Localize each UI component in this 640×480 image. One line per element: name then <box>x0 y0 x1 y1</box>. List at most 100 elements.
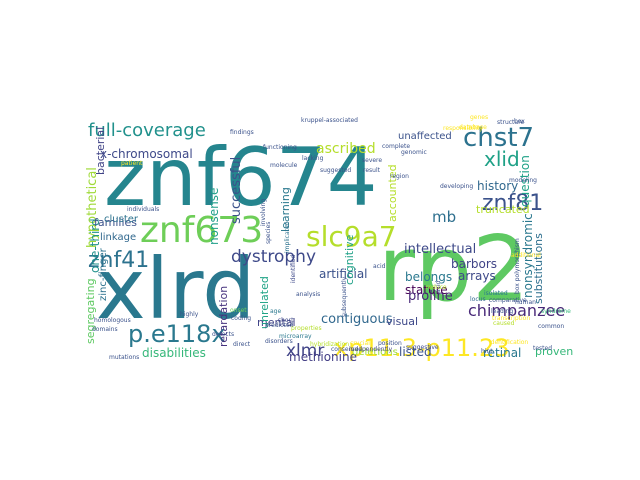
word-cloud-word: substitutions <box>532 233 545 304</box>
word-cloud-word: suggestive <box>406 344 439 351</box>
word-cloud-word: region <box>390 173 409 180</box>
word-cloud-word: molecule <box>270 162 298 169</box>
word-cloud-word: barbors <box>451 257 497 271</box>
word-cloud-word: znf41 <box>88 248 149 273</box>
word-cloud-word: p.e118x <box>128 320 226 348</box>
word-cloud-word: suggested <box>320 167 351 174</box>
word-cloud-word: domains <box>92 326 118 333</box>
word-cloud-word: mental <box>257 316 296 329</box>
word-cloud-word: transcription <box>492 315 530 322</box>
word-cloud-word: predicted <box>265 322 294 329</box>
word-cloud-word: successful <box>229 157 244 224</box>
word-cloud-word: slc9a7 <box>306 220 397 253</box>
word-cloud-word: crucial <box>350 340 370 347</box>
word-cloud-word: properties <box>291 325 322 332</box>
word-cloud-word: reduce <box>426 284 447 291</box>
word-cloud-word: highly <box>180 311 199 318</box>
word-cloud-word: hypothetical <box>85 167 100 248</box>
word-cloud-word: one-third <box>88 218 102 273</box>
word-cloud-word: retardation <box>217 286 230 347</box>
word-cloud-word: artificial <box>319 267 368 281</box>
word-cloud-word: question <box>518 155 532 207</box>
word-cloud-word: findings <box>230 129 254 136</box>
word-cloud-word: rp2 <box>378 217 529 322</box>
word-cloud-word: complete <box>382 143 410 150</box>
word-cloud-word: unaffected <box>398 131 452 142</box>
word-cloud-word: ascribed <box>316 141 376 157</box>
word-cloud-word: isolated <box>484 290 508 297</box>
word-cloud-word: patient <box>121 160 143 167</box>
word-cloud-word: result <box>363 167 381 174</box>
word-cloud-word: short <box>278 317 294 324</box>
word-cloud-word: contiguous <box>321 312 393 327</box>
word-cloud-word: xp11.3-p11.23 <box>334 334 509 362</box>
word-cloud-word: learning <box>279 187 292 232</box>
word-cloud-word: cluster <box>104 214 139 225</box>
word-cloud-word: age <box>270 308 281 315</box>
word-cloud-word: hint <box>481 348 493 355</box>
word-cloud-word: disorders <box>265 338 293 345</box>
word-cloud-word: syndrome <box>541 308 571 315</box>
word-cloud-word: nonsense <box>207 188 221 245</box>
word-cloud-word: belongs <box>405 270 452 284</box>
word-cloud-word: retinal <box>483 346 521 360</box>
word-cloud-word: locus <box>470 296 486 303</box>
word-cloud-background <box>82 118 560 363</box>
word-cloud-word: database <box>459 124 487 131</box>
word-cloud-word: hybridization <box>310 341 349 348</box>
word-cloud-word: responsibility <box>443 125 483 132</box>
word-cloud-word: linkage <box>100 232 136 243</box>
word-cloud-word: acid <box>373 263 386 270</box>
word-cloud-word: unrelated <box>258 276 271 329</box>
word-cloud-word: znf674 <box>104 131 378 224</box>
word-cloud-word: microarray <box>279 333 312 340</box>
word-cloud-word: chst7 <box>463 123 534 153</box>
word-cloud-word: accounted <box>386 164 399 222</box>
word-cloud-word: nonsyndromic <box>521 213 535 298</box>
word-cloud-word: subsequently <box>341 276 348 317</box>
word-cloud-word: znf81 <box>482 191 543 216</box>
word-cloud-word: species <box>265 222 272 244</box>
word-cloud-word: onset <box>230 307 247 314</box>
word-cloud-word: deletions <box>352 347 398 358</box>
word-cloud-word: human <box>515 299 536 306</box>
word-cloud-word: xlid <box>484 147 520 171</box>
word-cloud-word: segregating <box>84 278 97 344</box>
word-cloud-word: truncated <box>476 203 530 216</box>
word-cloud-word: xlmr <box>286 341 324 361</box>
word-cloud-word: disabilities <box>142 346 206 360</box>
word-cloud-word: individuals <box>127 206 159 213</box>
word-cloud-word: znf673 <box>140 210 263 251</box>
word-cloud-word: defects <box>212 331 234 338</box>
word-cloud-word: kruppel-associated <box>301 117 358 124</box>
word-cloud-word: position <box>378 340 402 347</box>
word-cloud-word: intellectual <box>404 242 476 257</box>
word-cloud-word: zinc-finger <box>98 247 109 301</box>
word-cloud-word: implicated <box>284 221 291 253</box>
word-cloud-word: chimpanzee <box>468 301 565 320</box>
word-cloud-word: acid <box>435 280 442 293</box>
word-cloud-word: cognitive <box>343 234 356 285</box>
word-cloud-word: families <box>94 216 137 229</box>
word-cloud-word: box polymorphism <box>514 238 521 294</box>
word-cloud-word: identified <box>290 255 297 283</box>
word-cloud-word: severe <box>362 157 382 164</box>
word-cloud-word: structure <box>497 119 525 126</box>
word-cloud-word: leading <box>491 308 513 315</box>
word-cloud-word: stature <box>405 283 448 297</box>
word-cloud-word: history <box>477 179 518 193</box>
word-cloud-word: conserved <box>331 346 362 353</box>
word-cloud-word: methionine <box>289 350 357 364</box>
word-cloud-word: functioning <box>263 144 297 151</box>
word-cloud-word: genomic <box>401 149 427 156</box>
word-cloud-word: tested <box>533 345 552 352</box>
word-cloud-word: common <box>538 323 564 330</box>
word-cloud-word: proven <box>535 345 573 358</box>
word-cloud-word: additional <box>511 252 541 259</box>
word-cloud-word: comparative <box>489 297 527 304</box>
word-cloud-word: dystrophy <box>231 247 316 267</box>
word-cloud-word: arrays <box>458 269 496 283</box>
word-cloud-word: direct <box>233 341 251 348</box>
word-cloud-word: involving <box>260 199 267 226</box>
